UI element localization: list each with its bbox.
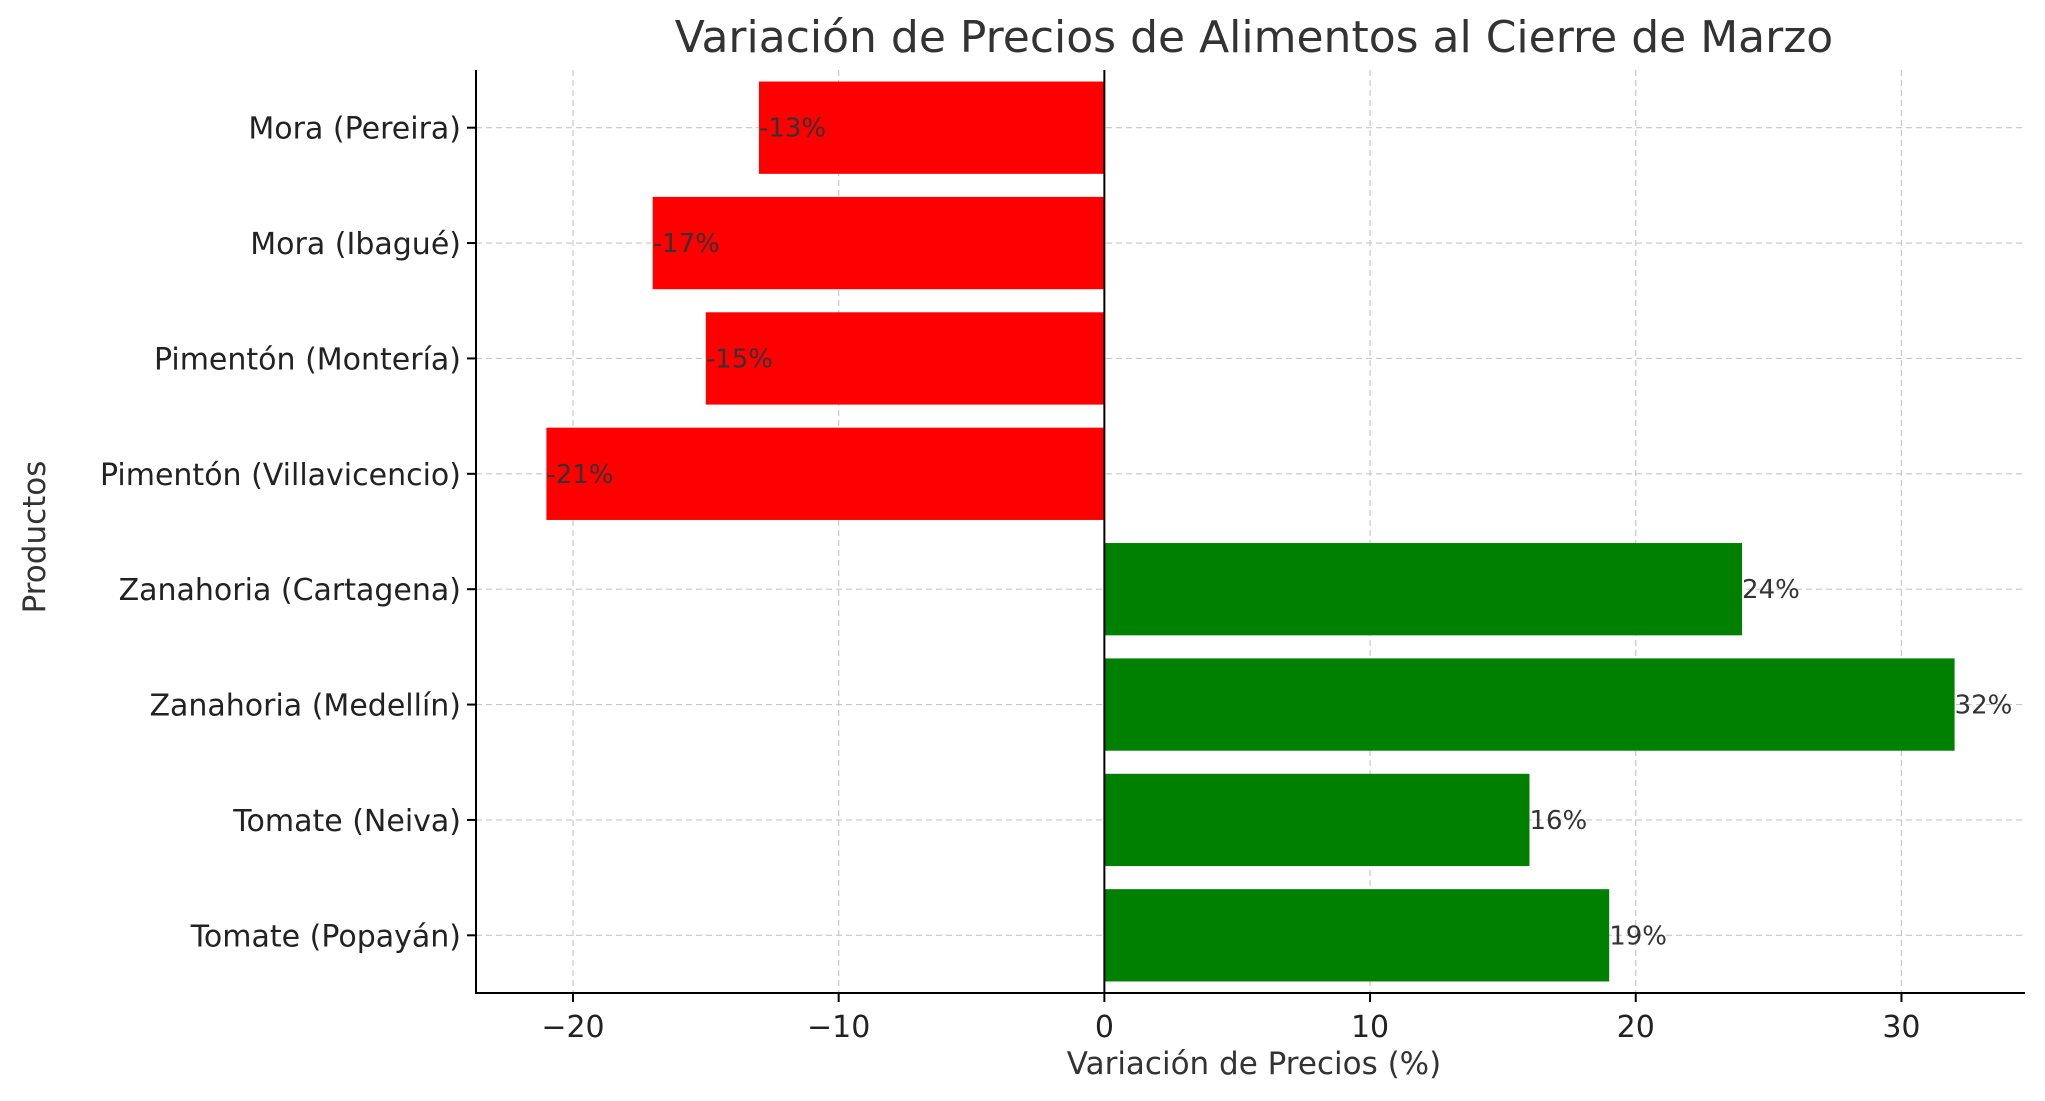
data-label-6: -17% xyxy=(653,229,720,259)
data-label-4: -21% xyxy=(546,460,613,490)
x-axis-label: Variación de Precios (%) xyxy=(1067,1046,1441,1082)
bar-3 xyxy=(1104,543,1743,636)
data-label-1: 16% xyxy=(1529,806,1587,836)
data-labels: 19% 16% 32% 24% -21% -15% -17% -13% xyxy=(546,114,2012,952)
bar-0 xyxy=(1104,889,1610,982)
chart-title: Variación de Precios de Alimentos al Cie… xyxy=(675,12,1833,63)
bar-1 xyxy=(1104,773,1530,867)
axes-spines xyxy=(475,70,2025,994)
y-tick-label-4: Pimentón (Villavicencio) xyxy=(100,458,461,493)
bar-5 xyxy=(705,312,1105,405)
y-tick-label-6: Mora (Ibagué) xyxy=(250,227,461,262)
x-axis-ticks: −20 −10 0 10 20 30 xyxy=(541,993,1921,1045)
y-axis-label: Productos xyxy=(17,461,53,614)
y-tick-label-3: Zanahoria (Cartagena) xyxy=(119,573,461,608)
bars-layer xyxy=(546,81,1955,982)
x-tick-label-2: 0 xyxy=(1095,1010,1114,1045)
y-tick-label-1: Tomate (Neiva) xyxy=(232,804,461,839)
data-label-0: 19% xyxy=(1609,921,1667,951)
y-tick-label-0: Tomate (Popayán) xyxy=(190,919,461,954)
bar-7 xyxy=(758,81,1105,174)
data-label-5: -15% xyxy=(706,344,773,374)
x-tick-label-4: 20 xyxy=(1617,1010,1655,1045)
x-tick-label-0: −20 xyxy=(541,1010,604,1045)
data-label-3: 24% xyxy=(1742,575,1800,605)
bar-6 xyxy=(652,196,1105,290)
x-tick-label-1: −10 xyxy=(807,1010,870,1045)
bar-4 xyxy=(546,427,1105,520)
x-tick-label-5: 30 xyxy=(1882,1010,1920,1045)
y-tick-label-2: Zanahoria (Medellín) xyxy=(149,689,461,724)
y-tick-label-5: Pimentón (Montería) xyxy=(154,342,461,377)
bar-2 xyxy=(1104,658,1955,751)
data-label-2: 32% xyxy=(1955,691,2013,721)
y-axis-ticks: Tomate (Popayán) Tomate (Neiva) Zanahoria … xyxy=(100,112,476,954)
x-tick-label-3: 10 xyxy=(1351,1010,1389,1045)
data-label-7: -13% xyxy=(759,114,826,144)
y-tick-label-7: Mora (Pereira) xyxy=(248,112,461,147)
